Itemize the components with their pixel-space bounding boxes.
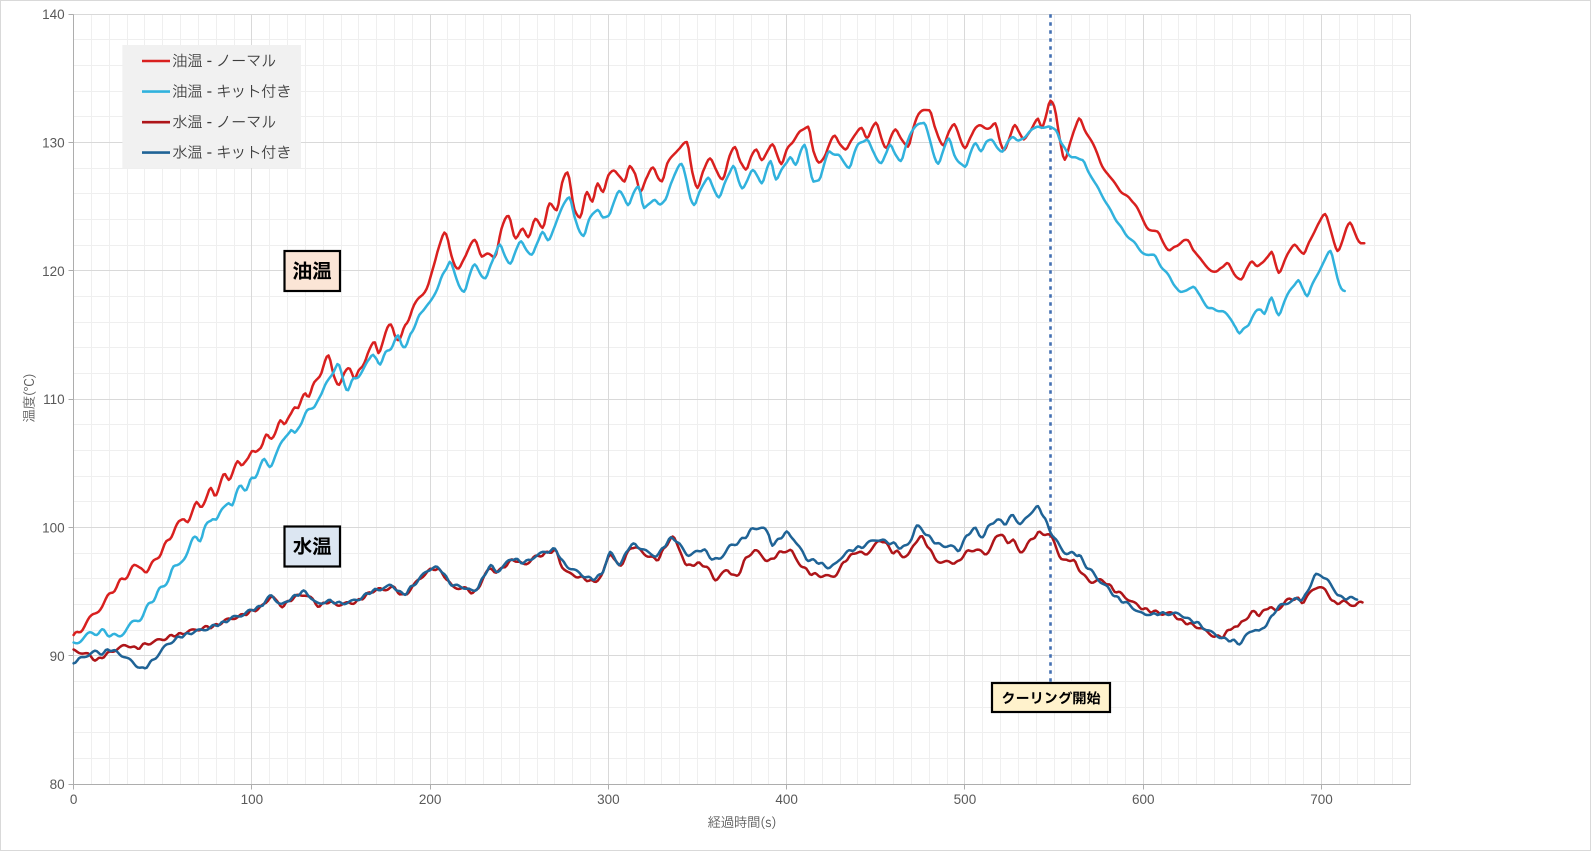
- svg-text:100: 100: [241, 792, 264, 807]
- svg-text:500: 500: [954, 792, 977, 807]
- svg-text:200: 200: [419, 792, 442, 807]
- svg-text:400: 400: [775, 792, 798, 807]
- svg-text:100: 100: [42, 520, 65, 535]
- svg-text:600: 600: [1132, 792, 1155, 807]
- svg-text:90: 90: [50, 649, 65, 664]
- svg-text:0: 0: [70, 792, 78, 807]
- svg-text:130: 130: [42, 135, 65, 150]
- svg-text:300: 300: [597, 792, 620, 807]
- svg-text:110: 110: [43, 392, 65, 407]
- svg-text:120: 120: [42, 264, 65, 279]
- svg-text:80: 80: [50, 777, 65, 792]
- svg-text:700: 700: [1310, 792, 1333, 807]
- svg-text:140: 140: [42, 7, 65, 22]
